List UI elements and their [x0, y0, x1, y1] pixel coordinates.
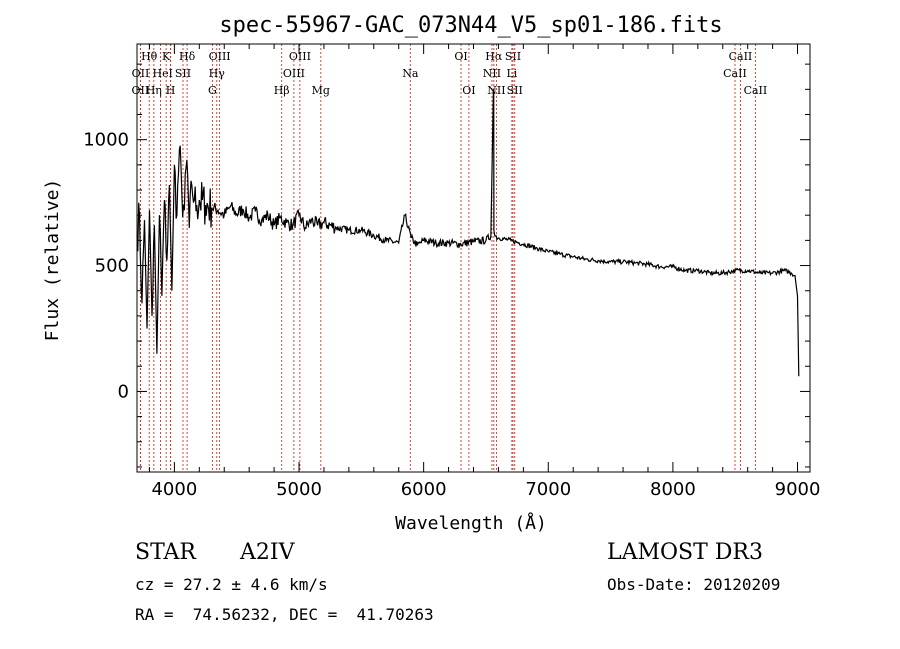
line-marker-label: Hθ — [141, 50, 158, 63]
line-marker-label: Hη — [146, 84, 162, 97]
line-marker-label: NII — [487, 84, 505, 97]
x-tick-label: 9000 — [775, 479, 821, 500]
line-marker-label: Hβ — [274, 84, 290, 97]
spectrum-line — [136, 89, 800, 377]
line-marker-label: OIII — [209, 50, 231, 63]
line-marker-label: Na — [402, 67, 419, 80]
line-marker-label: SII — [507, 84, 523, 97]
x-tick-label: 5000 — [276, 479, 322, 500]
x-tick-label: 8000 — [650, 479, 696, 500]
line-marker-label: SII — [505, 50, 521, 63]
line-marker-label: OI — [462, 84, 475, 97]
line-marker-label: OI — [454, 50, 467, 63]
axis-ticks: 4000 5000 6000 7000 8000 9000 0 500 1000 — [83, 44, 820, 500]
object-subclass: A2IV — [240, 540, 295, 565]
plot-frame — [136, 43, 811, 473]
x-tick-label: 6000 — [401, 479, 447, 500]
line-marker-label: CaII — [723, 67, 747, 80]
obs-date: Obs-Date: 20120209 — [607, 575, 781, 594]
object-class: STAR — [135, 540, 196, 565]
survey-name: LAMOST DR3 — [607, 540, 763, 565]
chart-title: spec-55967-GAC_073N44_V5_sp01-186.fits — [219, 13, 722, 38]
ra-dec: RA = 74.56232, DEC = 41.70263 — [135, 605, 434, 624]
line-marker-label: OIII — [283, 67, 305, 80]
line-marker-label: Li — [506, 67, 517, 80]
line-marker-label: NII — [483, 67, 501, 80]
line-marker-label: I — [168, 67, 172, 80]
x-tick-label: 4000 — [151, 479, 197, 500]
line-marker-label: H — [166, 84, 176, 97]
line-marker-label: OIII — [289, 50, 311, 63]
line-marker-label: Hγ — [209, 67, 226, 80]
line-marker-label: Hδ — [179, 50, 196, 63]
line-marker-label: He — [153, 67, 169, 80]
line-marker-label: OII — [132, 84, 150, 97]
line-marker-label: CaII — [744, 84, 768, 97]
line-marker-label: Hα — [485, 50, 503, 63]
y-tick-label: 1000 — [83, 130, 129, 151]
cz-value: cz = 27.2 ± 4.6 km/s — [135, 575, 328, 594]
line-marker-label: Mg — [312, 84, 330, 97]
y-tick-label: 0 — [118, 381, 129, 402]
line-marker-label: K — [162, 50, 171, 63]
line-marker-label: G — [208, 84, 217, 97]
y-tick-label: 500 — [95, 256, 129, 277]
x-tick-label: 7000 — [525, 479, 571, 500]
y-axis-label: Flux (relative) — [42, 179, 63, 342]
line-marker-label: CaII — [729, 50, 753, 63]
x-axis-label: Wavelength (Å) — [395, 512, 547, 534]
line-marker-label: SII — [175, 67, 191, 80]
